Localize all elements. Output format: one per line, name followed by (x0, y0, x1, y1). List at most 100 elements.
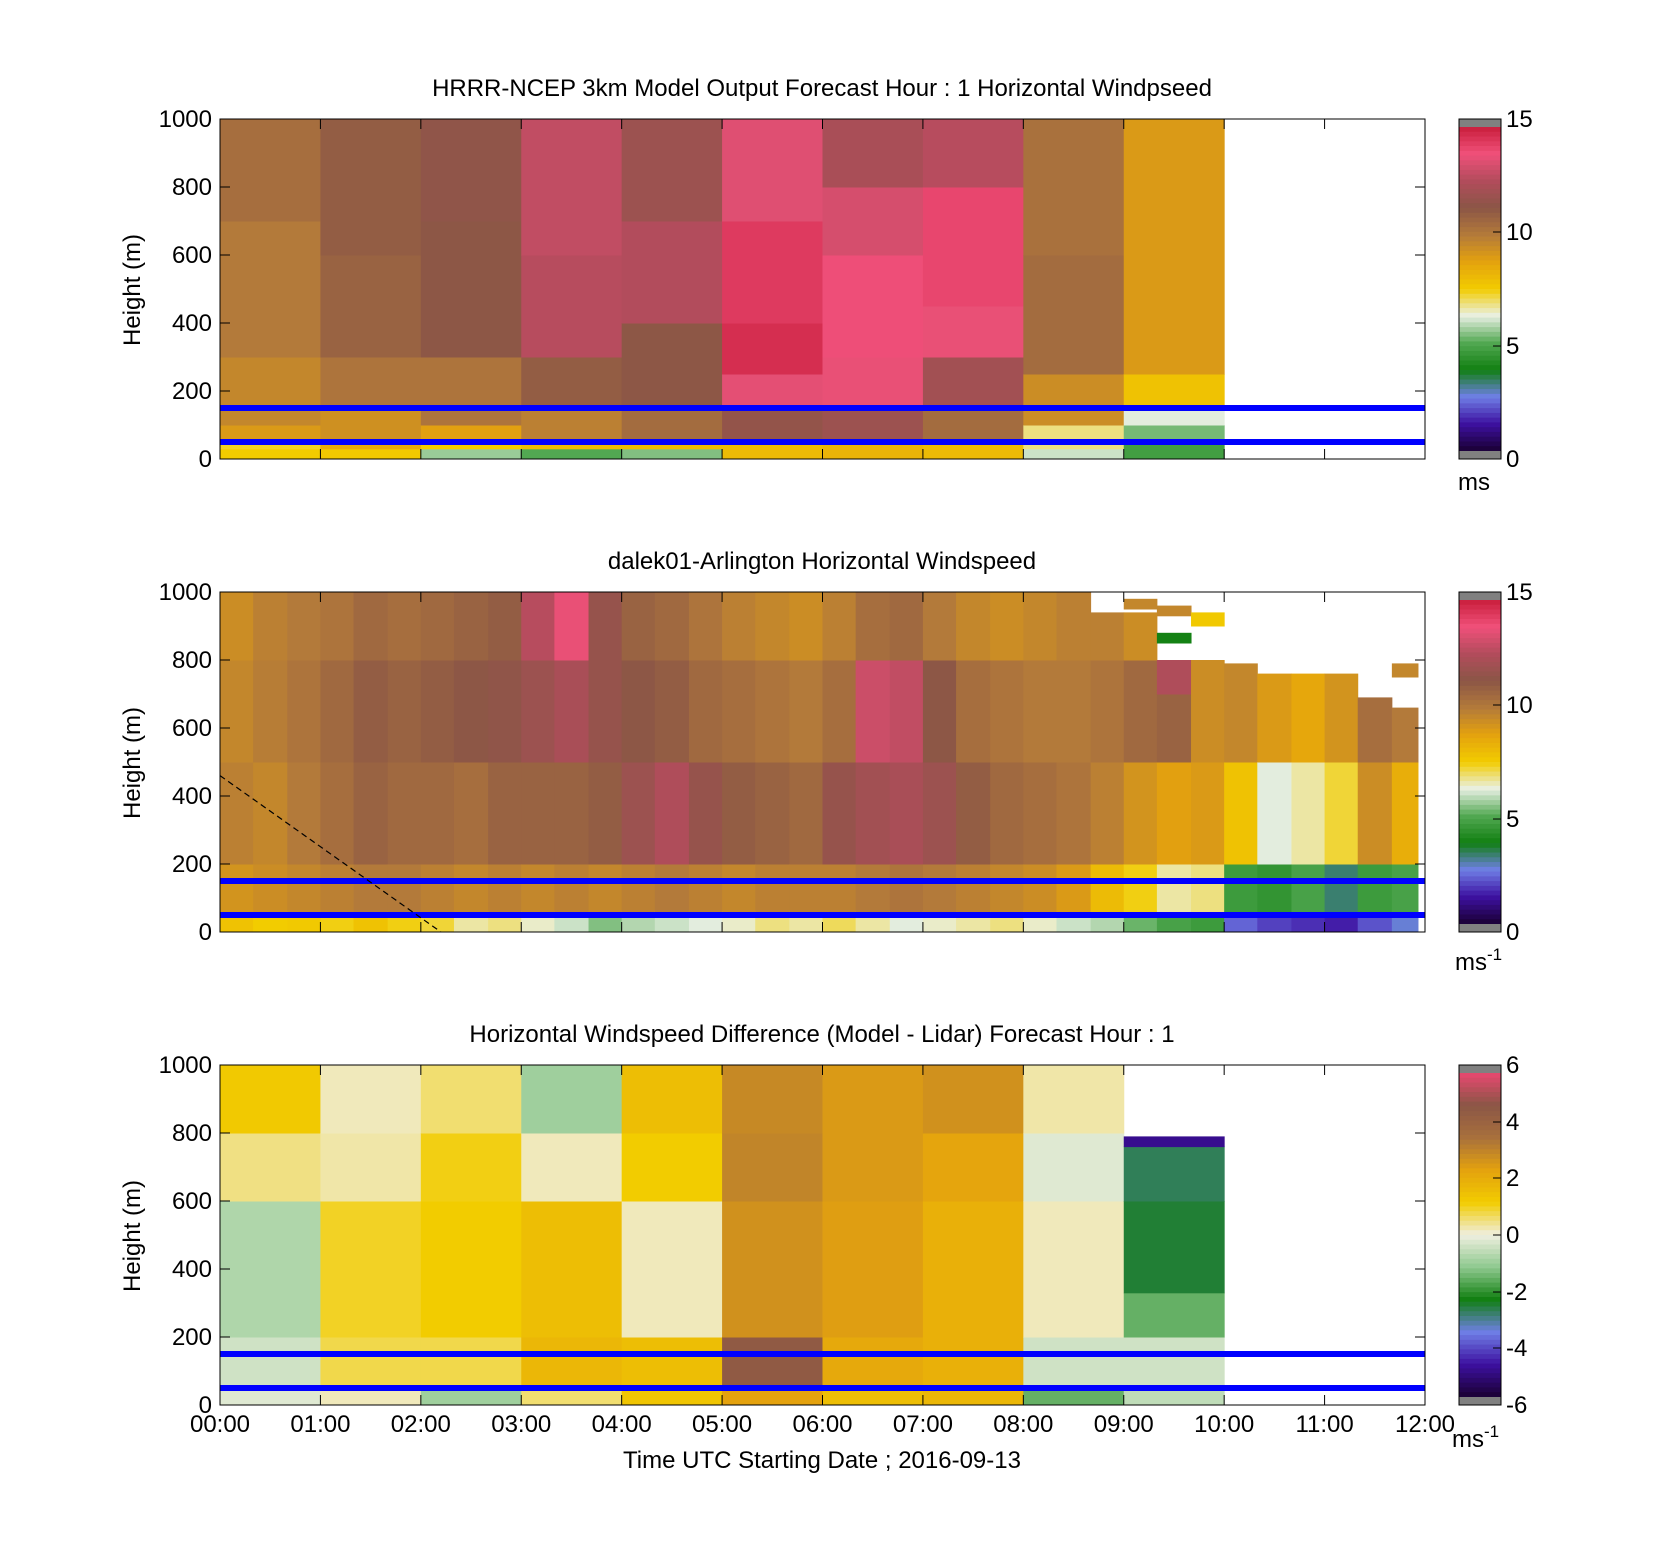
colorbar-step (1459, 1282, 1501, 1289)
heatmap-cell (722, 1337, 823, 1386)
heatmap-cell (722, 1201, 823, 1338)
heatmap-cell (1291, 864, 1326, 913)
colorbar-step (1459, 1292, 1501, 1298)
colorbar-step (1459, 1330, 1501, 1336)
heatmap-cell (621, 323, 723, 409)
heatmap-cell (287, 660, 321, 763)
colorbar-step (1459, 752, 1501, 758)
heatmap-cell (420, 1133, 522, 1202)
heatmap-cell (1123, 612, 1158, 661)
colorbar-tick: 0 (1493, 919, 1519, 946)
heatmap-cell (956, 762, 991, 865)
heatmap-cell (1023, 374, 1125, 426)
heatmap-cell (220, 592, 254, 661)
colorbar-step (1459, 188, 1501, 195)
heatmap-cell (1156, 660, 1192, 695)
heatmap-cell (420, 1065, 522, 1134)
y-tick-label: 600 (172, 242, 212, 269)
y-axis-label: Height (m) (119, 707, 146, 819)
colorbar-step (1459, 236, 1501, 242)
colorbar-step (1459, 762, 1501, 768)
heatmap-cell (755, 864, 790, 913)
heatmap-cell (387, 592, 422, 661)
y-tick-label: 0 (199, 919, 212, 946)
y-tick-label: 400 (172, 1256, 212, 1283)
heatmap-cell (722, 1133, 823, 1202)
colorbar-step (1459, 1111, 1501, 1117)
heatmap-cell (1257, 673, 1292, 763)
heatmap-cell (1023, 1133, 1125, 1202)
colorbar-step (1459, 647, 1501, 654)
colorbar-step (1459, 1382, 1501, 1389)
colorbar-cap (1459, 1065, 1501, 1073)
heatmap-cell (1156, 632, 1192, 644)
colorbar-gradient (1459, 592, 1501, 932)
colorbar-step (1459, 298, 1501, 304)
y-tick: 1000 (159, 106, 1425, 133)
y-tick: 800 (172, 174, 1425, 201)
colorbar-step (1459, 1096, 1501, 1103)
boundary-lines (220, 1351, 1425, 1391)
heatmap-cell (822, 255, 924, 358)
colorbar-step (1459, 1306, 1501, 1312)
colorbar-cap (1459, 592, 1501, 600)
heatmap-cell (855, 660, 891, 763)
heatmap-cell (1023, 119, 1125, 256)
x-tick-label: 07:00 (893, 1411, 953, 1438)
colorbar-step (1459, 600, 1501, 606)
colorbar-step (1459, 212, 1501, 219)
heatmap-cell (320, 357, 422, 409)
heatmap-cell (220, 448, 321, 460)
y-tick: 200 (172, 378, 1425, 405)
colorbar-step (1459, 446, 1501, 452)
colorbar-tick-label: 6 (1506, 1052, 1519, 1079)
panel-windspeed-difference: Horizontal Windspeed Difference (Model -… (119, 1021, 1527, 1453)
colorbar-step (1459, 403, 1501, 409)
x-tick-label: 03:00 (491, 1411, 551, 1438)
colorbar-step (1459, 427, 1501, 433)
y-axis-ticks: 0 200 400 600 800 1000 (159, 106, 1425, 473)
colorbar-cap (1459, 119, 1501, 127)
heatmap-cell (1123, 425, 1225, 443)
colorbar-step (1459, 231, 1501, 238)
heatmap-cell (353, 592, 389, 661)
heatmap-cell (654, 592, 690, 661)
colorbar-step (1459, 1277, 1501, 1284)
heatmap-cell (922, 592, 957, 661)
colorbar-step (1459, 1296, 1501, 1303)
heatmap-cell (1191, 612, 1225, 627)
heatmap-cell (521, 660, 555, 763)
heatmap-cell (822, 119, 924, 188)
y-tick: 600 (172, 715, 1425, 742)
unit-base: ms (1458, 469, 1490, 496)
y-tick: 600 (172, 242, 1425, 269)
colorbar-step (1459, 866, 1501, 873)
heatmap-cell (1191, 762, 1225, 865)
y-tick: 800 (172, 1120, 1425, 1147)
colorbar-step (1459, 179, 1501, 185)
heatmap-cell (320, 1337, 422, 1386)
colorbar-step (1459, 260, 1501, 266)
heatmap-cell (722, 408, 823, 440)
heatmap-cell (488, 660, 522, 763)
heatmap-cell (789, 592, 823, 661)
panel-lidar-windspeed: dalek01-Arlington Horizontal Windspeed H… (119, 548, 1533, 976)
x-tick-label: 11:00 (1295, 1411, 1353, 1438)
colorbar-step (1459, 1120, 1501, 1127)
colorbar-step (1459, 809, 1501, 816)
colorbar-step (1459, 1192, 1501, 1198)
colorbar-step (1459, 136, 1501, 142)
colorbar-step (1459, 1263, 1501, 1269)
heatmap-cell (1090, 612, 1125, 661)
colorbar-step (1459, 738, 1501, 744)
heatmap-cell (521, 1337, 623, 1386)
colorbar-step (1459, 619, 1501, 625)
heatmap-cell (722, 762, 756, 865)
colorbar-step (1459, 1106, 1501, 1112)
colorbar-step (1459, 246, 1501, 252)
colorbar-step (1459, 436, 1501, 443)
heatmap-cell (1123, 1136, 1225, 1148)
heatmap-cell (320, 592, 355, 661)
heatmap-cell (855, 762, 891, 865)
heatmap-cell (220, 357, 321, 426)
